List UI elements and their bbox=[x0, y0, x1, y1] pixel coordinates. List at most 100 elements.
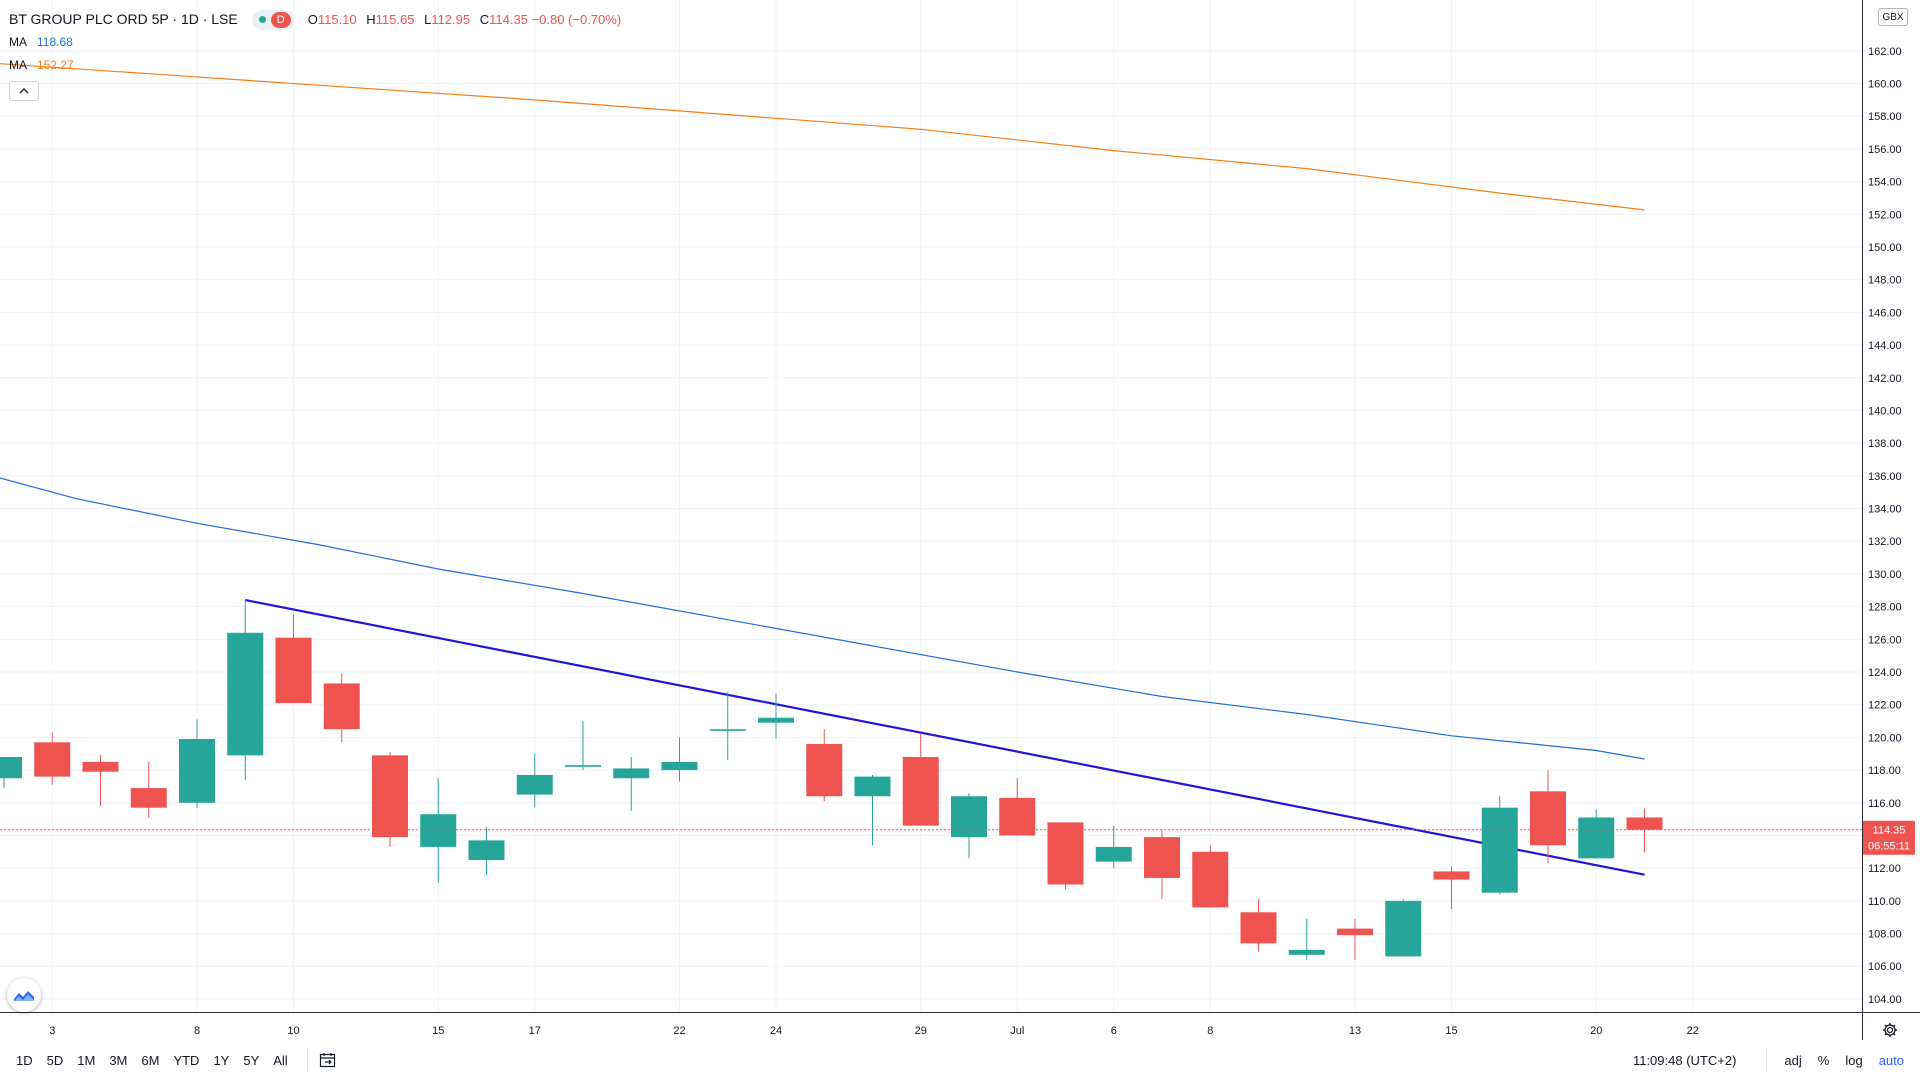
candle-body bbox=[1240, 912, 1277, 944]
candle bbox=[854, 774, 891, 846]
range-5y-button[interactable]: 5Y bbox=[243, 1052, 260, 1068]
price-chart[interactable]: 104.00106.00108.00110.00112.00114.00116.… bbox=[0, 0, 1920, 1040]
candle bbox=[1144, 830, 1180, 900]
y-tick-label: 108.00 bbox=[1868, 929, 1902, 941]
toolbar-divider bbox=[306, 1049, 308, 1071]
close-value: 114.35 bbox=[489, 12, 528, 27]
candle bbox=[227, 600, 264, 780]
candle bbox=[82, 755, 119, 807]
range-5d-button[interactable]: 5D bbox=[46, 1052, 64, 1068]
adjust-button[interactable]: adj bbox=[1784, 1052, 1802, 1068]
candle bbox=[758, 693, 794, 740]
visibility-toggle[interactable]: D bbox=[251, 9, 294, 30]
auto-scale-button[interactable]: auto bbox=[1878, 1052, 1904, 1068]
tradingview-logo[interactable] bbox=[7, 978, 41, 1012]
price-tag-layer: 114.35 06:55:11 bbox=[0, 820, 1915, 855]
x-tick-label: 22 bbox=[1687, 1025, 1699, 1037]
x-tick-label: 10 bbox=[287, 1025, 299, 1037]
candle bbox=[1240, 899, 1277, 952]
goto-date-button[interactable] bbox=[317, 1049, 339, 1071]
y-tick-label: 146.00 bbox=[1868, 307, 1902, 319]
y-tick-label: 152.00 bbox=[1868, 209, 1902, 221]
range-all-button[interactable]: All bbox=[273, 1052, 288, 1068]
chart-settings-button[interactable] bbox=[1880, 1020, 1900, 1040]
candle-body bbox=[468, 840, 505, 860]
collapse-legend-button[interactable] bbox=[9, 81, 39, 101]
candle-body bbox=[999, 797, 1036, 836]
x-tick-label: 13 bbox=[1349, 1025, 1361, 1037]
candle bbox=[516, 753, 553, 808]
bar-countdown: 06:55:11 bbox=[1868, 841, 1910, 853]
candle-body bbox=[372, 755, 408, 838]
candle bbox=[1288, 918, 1325, 960]
candle-body bbox=[1626, 817, 1663, 830]
candle bbox=[951, 792, 987, 859]
ohlc-values: O115.10 H115.65 L112.95 C114.35 −0.80 (−… bbox=[308, 8, 621, 31]
range-ytd-button[interactable]: YTD bbox=[173, 1052, 200, 1068]
candle-body bbox=[323, 683, 360, 730]
y-tick-label: 134.00 bbox=[1868, 504, 1902, 516]
candle bbox=[661, 737, 698, 782]
ma-short-label: MA bbox=[9, 35, 27, 49]
ma-short-line bbox=[0, 477, 1645, 760]
candle bbox=[613, 757, 650, 811]
ma-short-value: 118.68 bbox=[37, 35, 73, 49]
calendar-goto-icon bbox=[319, 1053, 335, 1068]
y-tick-label: 104.00 bbox=[1868, 994, 1902, 1006]
log-scale-button[interactable]: log bbox=[1845, 1052, 1863, 1068]
logo-icon bbox=[14, 991, 34, 1001]
close-label: C bbox=[479, 12, 490, 27]
candle-body bbox=[516, 774, 553, 795]
y-tick-label: 122.00 bbox=[1868, 700, 1902, 712]
x-tick-label: 6 bbox=[1111, 1025, 1117, 1037]
candle bbox=[34, 732, 71, 785]
x-tick-label: 29 bbox=[915, 1025, 927, 1037]
currency-badge[interactable]: GBX bbox=[1878, 8, 1908, 26]
candle-body bbox=[130, 788, 167, 808]
candle-body bbox=[1481, 807, 1518, 893]
y-tick-label: 110.00 bbox=[1868, 896, 1901, 908]
ma-long-label: MA bbox=[9, 58, 27, 72]
y-tick-label: 142.00 bbox=[1868, 373, 1902, 385]
clock-timezone[interactable]: 11:09:48 (UTC+2) bbox=[1632, 1052, 1737, 1068]
candle-body bbox=[179, 739, 215, 803]
candle bbox=[1385, 899, 1422, 957]
y-tick-label: 140.00 bbox=[1868, 405, 1902, 417]
y-tick-label: 144.00 bbox=[1868, 340, 1902, 352]
open-value: 115.10 bbox=[317, 12, 357, 27]
candle bbox=[902, 734, 939, 826]
candle-body bbox=[806, 743, 843, 797]
toolbar-divider bbox=[1766, 1049, 1768, 1071]
legend-title-row: BT GROUP PLC ORD 5P · 1D · LSE D O115.10… bbox=[9, 8, 621, 31]
x-tick-label: Jul bbox=[1010, 1025, 1024, 1037]
candle bbox=[468, 827, 505, 875]
candle-body bbox=[661, 761, 698, 771]
range-1m-button[interactable]: 1M bbox=[77, 1052, 96, 1068]
y-tick-label: 118.00 bbox=[1868, 765, 1901, 777]
trendline[interactable] bbox=[245, 599, 1645, 876]
range-3m-button[interactable]: 3M bbox=[109, 1052, 128, 1068]
x-tick-label: 3 bbox=[49, 1025, 55, 1037]
trendline-layer[interactable] bbox=[245, 599, 1645, 876]
y-tick-label: 128.00 bbox=[1868, 602, 1902, 614]
symbol-title[interactable]: BT GROUP PLC ORD 5P · 1D · LSE bbox=[9, 11, 238, 27]
x-tick-label: 8 bbox=[194, 1025, 200, 1037]
candle bbox=[1626, 808, 1663, 853]
x-tick-label: 15 bbox=[432, 1025, 444, 1037]
ma-short-row[interactable]: MA 118.68 bbox=[9, 31, 621, 54]
y-tick-label: 124.00 bbox=[1868, 667, 1902, 679]
x-tick-label: 17 bbox=[529, 1025, 541, 1037]
candle bbox=[1578, 809, 1615, 859]
ma-long-row[interactable]: MA 152.27 bbox=[9, 54, 621, 77]
range-1y-button[interactable]: 1Y bbox=[213, 1052, 230, 1068]
percent-scale-button[interactable]: % bbox=[1817, 1052, 1830, 1068]
range-6m-button[interactable]: 6M bbox=[141, 1052, 160, 1068]
y-tick-label: 154.00 bbox=[1868, 177, 1902, 189]
y-tick-label: 148.00 bbox=[1868, 275, 1902, 287]
y-tick-label: 138.00 bbox=[1868, 438, 1902, 450]
range-1d-button[interactable]: 1D bbox=[16, 1052, 33, 1068]
candle bbox=[1530, 770, 1566, 864]
high-value: 115.65 bbox=[375, 12, 415, 27]
y-tick-label: 106.00 bbox=[1868, 961, 1902, 973]
candle-body bbox=[420, 814, 457, 847]
